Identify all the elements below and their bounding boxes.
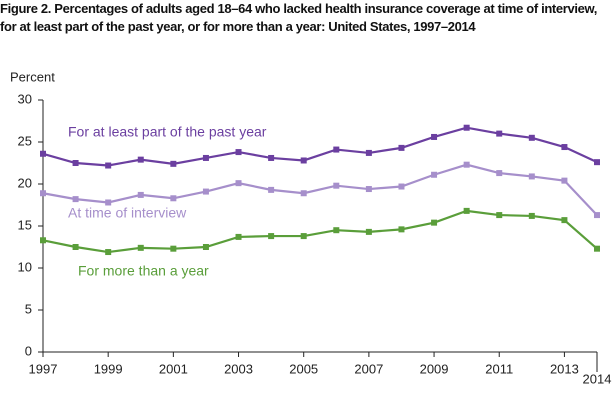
x-tick-label: 2009 bbox=[420, 361, 449, 376]
series-label: For more than a year bbox=[78, 263, 209, 279]
marker bbox=[496, 130, 503, 137]
marker bbox=[137, 156, 144, 163]
x-tick-label: 1999 bbox=[94, 361, 123, 376]
x-tick-label: 2011 bbox=[485, 361, 513, 376]
marker bbox=[235, 233, 242, 240]
y-axis-label: Percent bbox=[10, 69, 55, 84]
marker bbox=[40, 190, 46, 197]
marker bbox=[137, 191, 144, 198]
marker bbox=[300, 157, 307, 164]
marker bbox=[431, 171, 438, 178]
marker bbox=[72, 160, 79, 166]
series-line bbox=[42, 209, 598, 254]
y-tick-label: 20 bbox=[18, 175, 32, 190]
marker bbox=[170, 195, 177, 202]
marker bbox=[496, 170, 503, 177]
marker bbox=[365, 228, 372, 235]
marker bbox=[170, 160, 177, 167]
marker bbox=[561, 144, 568, 151]
series-label: For at least part of the past year bbox=[68, 124, 267, 140]
marker bbox=[594, 212, 600, 219]
marker bbox=[202, 154, 209, 161]
marker bbox=[40, 237, 46, 244]
x-tick-label: 2014 bbox=[583, 371, 612, 386]
marker bbox=[170, 245, 177, 252]
marker bbox=[235, 149, 242, 156]
marker bbox=[398, 183, 405, 190]
marker bbox=[365, 149, 372, 156]
marker bbox=[528, 173, 535, 180]
x-tick-label: 2005 bbox=[289, 361, 318, 376]
y-tick-label: 5 bbox=[25, 301, 32, 316]
marker bbox=[365, 186, 372, 193]
series-line bbox=[42, 126, 598, 167]
marker bbox=[72, 244, 79, 250]
marker bbox=[202, 244, 209, 250]
marker bbox=[333, 227, 340, 234]
marker bbox=[463, 161, 470, 168]
marker bbox=[561, 177, 568, 184]
marker bbox=[300, 233, 307, 240]
y-tick-label: 10 bbox=[18, 259, 32, 274]
marker bbox=[431, 219, 438, 226]
marker bbox=[594, 159, 600, 166]
marker bbox=[72, 196, 79, 203]
marker bbox=[105, 199, 112, 206]
x-tick-label: 2001 bbox=[159, 361, 188, 376]
marker bbox=[300, 190, 307, 197]
chart-title: Figure 2. Percentages of adults aged 18–… bbox=[0, 1, 598, 34]
x-tick-label: 1997 bbox=[29, 361, 58, 376]
marker bbox=[463, 207, 470, 214]
marker bbox=[463, 124, 470, 131]
x-tick-label: 2013 bbox=[550, 361, 579, 376]
y-tick-label: 25 bbox=[18, 133, 32, 148]
marker bbox=[268, 233, 275, 240]
marker bbox=[594, 245, 600, 252]
marker bbox=[333, 146, 340, 153]
x-tick-label: 2003 bbox=[224, 361, 253, 376]
marker bbox=[137, 244, 144, 251]
y-tick-label: 15 bbox=[18, 217, 32, 232]
marker bbox=[40, 150, 46, 157]
series-line bbox=[42, 163, 598, 216]
marker bbox=[268, 154, 275, 161]
marker bbox=[398, 144, 405, 151]
y-tick-label: 30 bbox=[18, 91, 32, 106]
marker bbox=[528, 212, 535, 219]
marker bbox=[202, 188, 209, 195]
marker bbox=[333, 182, 340, 189]
marker bbox=[398, 226, 405, 233]
marker bbox=[528, 134, 535, 141]
marker bbox=[268, 186, 275, 193]
marker bbox=[105, 162, 112, 169]
marker bbox=[235, 180, 242, 187]
marker bbox=[431, 133, 438, 140]
marker bbox=[496, 212, 503, 219]
x-tick-label: 2007 bbox=[354, 361, 383, 376]
series-label: At time of interview bbox=[68, 205, 187, 221]
marker bbox=[105, 249, 112, 256]
marker bbox=[561, 217, 568, 224]
y-tick-label: 0 bbox=[25, 343, 32, 358]
